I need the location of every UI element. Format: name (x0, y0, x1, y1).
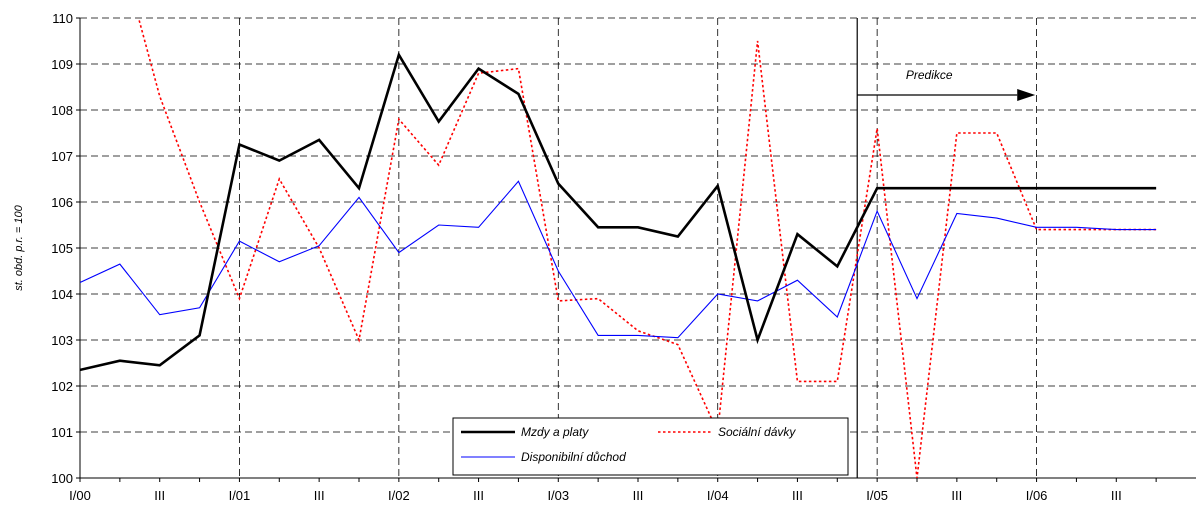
x-tick-label: III (473, 488, 484, 503)
x-tick-label: I/00 (69, 488, 91, 503)
legend-label-disponibilni-duchod: Disponibilní důchod (521, 450, 626, 464)
legend-label-mzdy: Mzdy a platy (521, 425, 589, 439)
x-tick-label: I/06 (1026, 488, 1048, 503)
series-line-disponibilni-duchod (80, 180, 1157, 339)
x-tick-labels: I/00 III I/01 III I/02 III I/03 III I/04 III I/05 I… (69, 488, 1122, 503)
y-tick-label: 102 (51, 379, 73, 394)
axes (76, 17, 1196, 482)
series-lines (80, 18, 1157, 478)
y-tick-label: 100 (51, 471, 73, 486)
y-tick-label: 104 (51, 287, 73, 302)
x-tick-label: I/02 (388, 488, 410, 503)
y-tick-label: 105 (51, 241, 73, 256)
y-tick-label: 109 (51, 57, 73, 72)
series-line-mzdy-a-platy (80, 51, 1157, 372)
y-tick-label: 103 (51, 333, 73, 348)
gridlines (80, 17, 1196, 478)
series-line-socialni-davky (137, 18, 1157, 478)
forecast-label: Predikce (906, 68, 953, 82)
x-tick-label: I/03 (547, 488, 569, 503)
legend-box (452, 417, 849, 476)
legend: Mzdy a platy Sociální dávky Disponibilní… (452, 417, 849, 476)
x-tick-label: I/05 (866, 488, 888, 503)
x-tick-label: III (314, 488, 325, 503)
x-tick-label: I/01 (229, 488, 251, 503)
y-tick-label: 110 (52, 11, 73, 26)
x-tick-label: III (633, 488, 644, 503)
y-tick-label: 107 (51, 149, 73, 164)
y-axis-label: st. obd. p.r. = 100 (13, 204, 25, 290)
legend-label-socialni-davky: Sociální dávky (718, 425, 796, 439)
forecast-arrow-head (1017, 89, 1036, 101)
x-tick-label: III (154, 488, 165, 503)
y-tick-label: 106 (51, 195, 73, 210)
forecast-annotation: Predikce (856, 18, 1036, 478)
y-tick-labels: 100 101 102 103 104 105 106 107 108 109 110 (51, 11, 73, 486)
y-tick-label: 101 (51, 425, 73, 440)
x-tick-label: III (1111, 488, 1122, 503)
x-tick-label: III (792, 488, 803, 503)
x-tick-label: I/04 (707, 488, 729, 503)
x-tick-label: III (951, 488, 962, 503)
y-tick-label: 108 (51, 103, 73, 118)
